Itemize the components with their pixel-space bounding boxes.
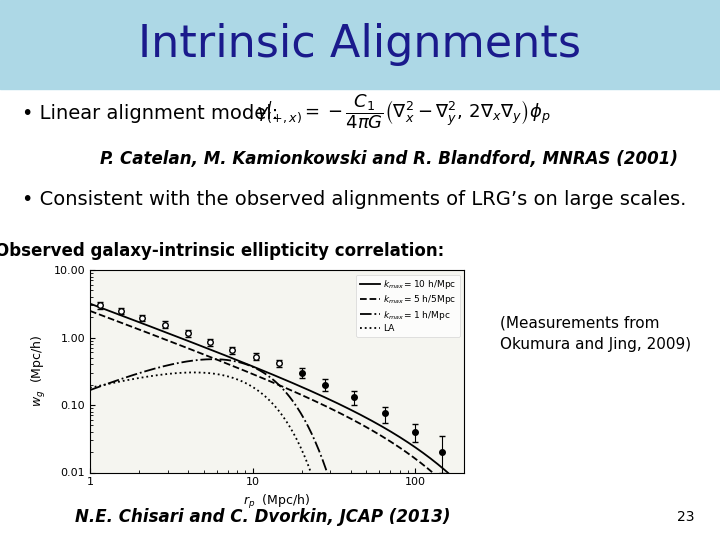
$k_{max}=1$ h/Mpc bbox=[210, 356, 218, 362]
LA bbox=[304, 461, 312, 468]
$k_{max}=5$ h/5Mpc bbox=[302, 394, 311, 401]
Text: • Linear alignment model:: • Linear alignment model: bbox=[22, 104, 284, 123]
Line: LA: LA bbox=[90, 373, 456, 540]
$k_{max}=5$ h/5Mpc bbox=[418, 461, 426, 467]
X-axis label: $r_p$  (Mpc/h): $r_p$ (Mpc/h) bbox=[243, 493, 311, 511]
$k_{max}=5$ h/5Mpc bbox=[310, 397, 318, 404]
Text: Observed galaxy-intrinsic ellipticity correlation:: Observed galaxy-intrinsic ellipticity co… bbox=[0, 242, 444, 260]
$k_{max}=10$ h/Mpc bbox=[304, 387, 312, 393]
$k_{max}=5$ h/5Mpc bbox=[86, 308, 94, 314]
$k_{max}=5$ h/5Mpc bbox=[395, 443, 403, 450]
LA bbox=[86, 384, 94, 391]
Text: Okumura and Jing, 2009): Okumura and Jing, 2009) bbox=[500, 338, 691, 353]
$k_{max}=5$ h/5Mpc bbox=[87, 308, 96, 315]
Line: $k_{max}=5$ h/5Mpc: $k_{max}=5$ h/5Mpc bbox=[90, 311, 456, 495]
Text: (Measurements from: (Measurements from bbox=[500, 316, 660, 331]
$k_{max}=1$ h/Mpc bbox=[304, 423, 312, 429]
$k_{max}=1$ h/Mpc bbox=[87, 387, 96, 393]
Line: $k_{max}=1$ h/Mpc: $k_{max}=1$ h/Mpc bbox=[90, 359, 456, 540]
$k_{max}=10$ h/Mpc bbox=[395, 433, 403, 440]
Y-axis label: $w_g$  (Mpc/h): $w_g$ (Mpc/h) bbox=[30, 335, 48, 408]
Text: Intrinsic Alignments: Intrinsic Alignments bbox=[138, 23, 582, 66]
LA bbox=[190, 369, 199, 376]
Text: $\gamma^{I}_{(+,x)} = -\dfrac{C_1}{4\pi G}\left(\nabla^2_x - \nabla^2_y,\, 2\nab: $\gamma^{I}_{(+,x)} = -\dfrac{C_1}{4\pi … bbox=[256, 92, 550, 131]
$k_{max}=5$ h/5Mpc bbox=[451, 491, 460, 498]
Text: N.E. Chisari and C. Dvorkin, JCAP (2013): N.E. Chisari and C. Dvorkin, JCAP (2013) bbox=[75, 508, 451, 526]
LA bbox=[87, 384, 96, 391]
$k_{max}=10$ h/Mpc bbox=[87, 301, 96, 307]
LA bbox=[305, 464, 313, 471]
$k_{max}=10$ h/Mpc bbox=[302, 386, 311, 393]
Text: 23: 23 bbox=[678, 510, 695, 524]
Line: $k_{max}=10$ h/Mpc: $k_{max}=10$ h/Mpc bbox=[90, 303, 456, 480]
$k_{max}=10$ h/Mpc bbox=[451, 477, 460, 483]
$k_{max}=10$ h/Mpc bbox=[86, 300, 94, 307]
Text: • Consistent with the observed alignments of LRG’s on large scales.: • Consistent with the observed alignment… bbox=[22, 190, 686, 210]
LA bbox=[311, 482, 320, 488]
Text: P. Catelan, M. Kamionkowski and R. Blandford, MNRAS (2001): P. Catelan, M. Kamionkowski and R. Bland… bbox=[100, 150, 678, 168]
$k_{max}=5$ h/5Mpc bbox=[304, 395, 312, 401]
$k_{max}=10$ h/Mpc bbox=[310, 389, 318, 396]
$k_{max}=1$ h/Mpc bbox=[305, 426, 313, 432]
$k_{max}=1$ h/Mpc bbox=[86, 387, 94, 393]
$k_{max}=10$ h/Mpc bbox=[418, 449, 426, 455]
$k_{max}=1$ h/Mpc bbox=[311, 438, 320, 445]
Legend: $k_{max}=10$ h/Mpc, $k_{max}=5$ h/5Mpc, $k_{max}=1$ h/Mpc, LA: $k_{max}=10$ h/Mpc, $k_{max}=5$ h/5Mpc, … bbox=[356, 274, 460, 336]
Bar bbox=[0, 0, 720, 89]
